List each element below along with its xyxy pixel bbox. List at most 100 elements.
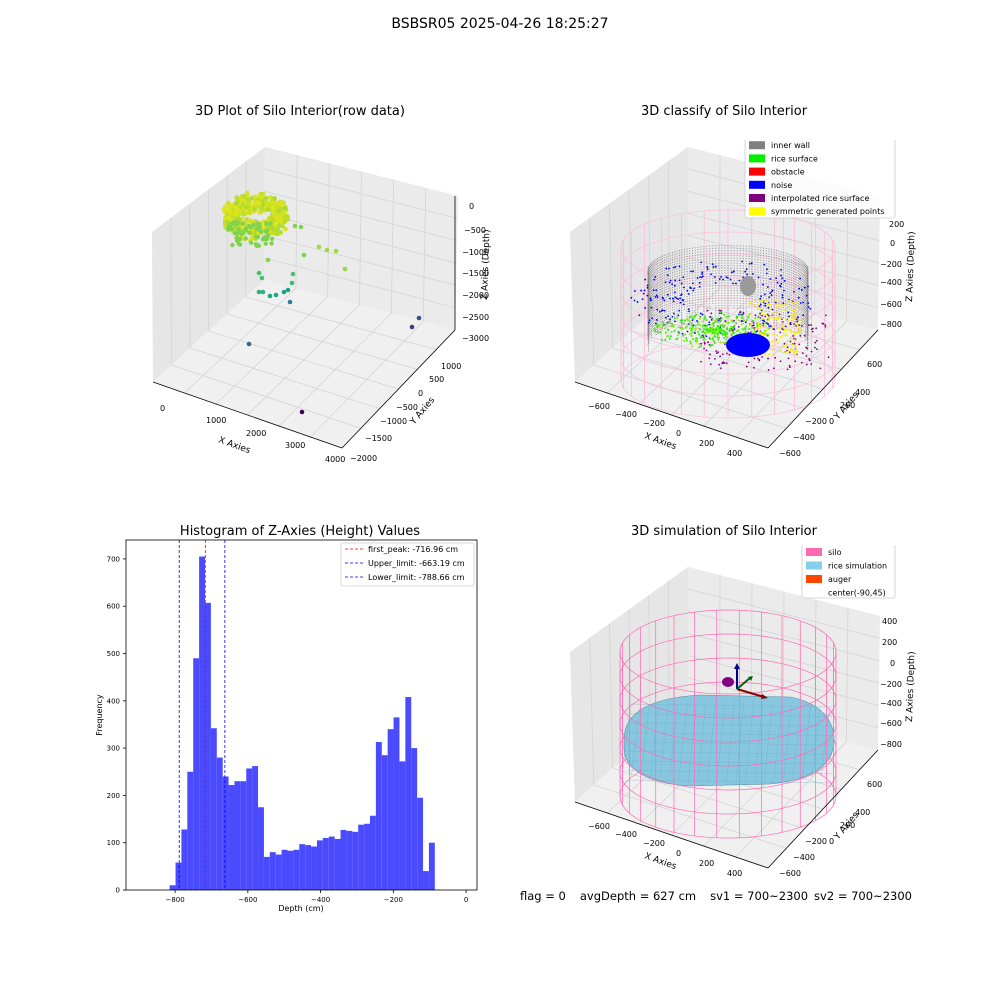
p2-xtick: −200 xyxy=(643,419,665,428)
p1-ytick: 1000 xyxy=(441,362,461,371)
histogram-bar xyxy=(240,781,247,890)
p4-ztick: 0 xyxy=(890,659,895,668)
histogram-bar xyxy=(375,741,382,890)
histogram-bar xyxy=(287,850,294,890)
histogram-bar xyxy=(299,844,306,890)
classify-legend-item: rice surface xyxy=(771,154,818,163)
histogram-bar xyxy=(369,815,376,890)
p1-ztick: −2000 xyxy=(462,291,489,300)
p2-xtick: 0 xyxy=(676,429,681,438)
histogram-bar xyxy=(187,771,194,890)
p4-ztick: 200 xyxy=(882,638,897,647)
histogram-bar xyxy=(346,830,353,890)
histogram-bar xyxy=(423,871,429,890)
p4-xtick: 0 xyxy=(676,849,681,858)
histogram-bar xyxy=(405,697,412,890)
histogram-xtick: −200 xyxy=(384,896,403,904)
simulation-3d-plot: −600 −400 −200 0 200 400 X Axies 600 400… xyxy=(570,545,917,878)
p4-ztick: −400 xyxy=(880,699,902,708)
histogram-xtick: −400 xyxy=(311,896,330,904)
histogram-xtick: −800 xyxy=(165,896,184,904)
simulation-legend-item: rice simulation xyxy=(828,562,887,571)
histogram-bar xyxy=(199,556,206,890)
p2-ztick: −400 xyxy=(880,278,902,287)
histogram-bar xyxy=(275,854,282,890)
histogram-bar xyxy=(228,785,235,890)
p1-ztick: 0 xyxy=(469,202,474,211)
classify-legend-item: interpolated rice surface xyxy=(771,194,869,203)
histogram-xlabel: Depth (cm) xyxy=(278,904,323,913)
p4-legend: silo rice simulation auger center(-90,45) xyxy=(801,545,896,599)
p4-ztick: −800 xyxy=(880,740,902,749)
p2-ylabel: Y Axies xyxy=(832,390,861,422)
p1-xtick: 0 xyxy=(160,404,165,413)
p2-xtick: 200 xyxy=(699,439,714,448)
histogram-ytick: 400 xyxy=(107,697,120,705)
p2-ztick: 200 xyxy=(889,220,904,229)
histogram-bar xyxy=(311,846,317,890)
p2-ytick: −600 xyxy=(779,449,801,458)
p1-ytick: 500 xyxy=(429,375,444,384)
histogram-bar xyxy=(381,755,388,890)
histogram-bar xyxy=(352,831,359,890)
histogram-bar xyxy=(387,729,394,890)
p2-xtick: 400 xyxy=(727,449,742,458)
histogram-legend-item: first_peak: -716.96 cm xyxy=(368,545,458,554)
p2-xtick: −400 xyxy=(615,410,637,419)
histogram-bar xyxy=(293,849,300,890)
p2-ytick: 600 xyxy=(867,360,882,369)
p4-xtick: −400 xyxy=(615,830,637,839)
classify-legend-item: noise xyxy=(771,181,792,190)
p4-ytick: 600 xyxy=(867,780,882,789)
histogram-bar xyxy=(269,852,276,890)
p2-xlabel: X Axies xyxy=(643,431,678,452)
sv1-text: sv1 = 700~2300 xyxy=(710,889,809,903)
p1-xtick: 4000 xyxy=(325,455,345,464)
p2-ytick: 0 xyxy=(829,417,834,426)
p4-ytick: −600 xyxy=(779,869,801,878)
p4-xlabel: X Axies xyxy=(643,851,678,872)
histogram-bar xyxy=(222,776,229,890)
rice-simulation-surface xyxy=(621,694,835,787)
panel1-title: 3D Plot of Silo Interior(row data) xyxy=(195,104,405,119)
p2-ytick: −200 xyxy=(805,417,827,426)
histogram-bar xyxy=(428,842,435,890)
histogram-legend-item: Upper_limit: -663.19 cm xyxy=(368,559,465,568)
histogram-bar xyxy=(181,829,188,890)
histogram-bar xyxy=(358,824,365,890)
histogram-bar xyxy=(169,885,176,890)
histogram-bar xyxy=(263,856,270,890)
histogram-bar xyxy=(252,766,259,890)
p1-xtick: 3000 xyxy=(285,441,305,450)
p4-ytick: −400 xyxy=(793,853,815,862)
classify-3d-plot: −600 −400 −200 0 200 400 X Axies 600 400… xyxy=(570,140,917,458)
classify-legend-item: symmetric generated points xyxy=(771,207,884,216)
p1-xtick: 1000 xyxy=(206,416,226,425)
histogram-bar xyxy=(234,781,241,890)
histogram-ytick: 0 xyxy=(116,887,120,895)
p1-ytick: −1000 xyxy=(380,417,407,426)
histogram-bar xyxy=(411,748,418,890)
p4-ytick: 200 xyxy=(840,821,855,830)
p4-ztick: 400 xyxy=(882,617,897,626)
histogram-bar xyxy=(322,837,329,890)
histogram-xtick: −600 xyxy=(238,896,257,904)
p2-zlabel: Z Axies (Depth) xyxy=(905,231,917,302)
histogram-bar xyxy=(205,602,211,890)
histogram-bar xyxy=(175,862,182,890)
histogram-bar xyxy=(328,836,335,890)
p1-zlabel: Z Axies (Depth) xyxy=(480,229,492,300)
p1-xlabel: X Axies xyxy=(217,435,252,456)
histogram-bar xyxy=(364,823,370,890)
histogram-bar xyxy=(246,768,253,890)
p2-ztick: −800 xyxy=(880,320,902,329)
histogram-bar xyxy=(316,840,323,890)
p1-ztick: −500 xyxy=(464,226,486,235)
p4-xtick: −600 xyxy=(588,822,610,831)
panel2-title: 3D classify of Silo Interior xyxy=(640,104,808,119)
p4-ztick: −600 xyxy=(880,719,902,728)
p1-ytick: −1500 xyxy=(365,434,392,443)
p4-ylabel: Y Axies xyxy=(832,810,861,842)
p2-ztick: −200 xyxy=(880,260,902,269)
